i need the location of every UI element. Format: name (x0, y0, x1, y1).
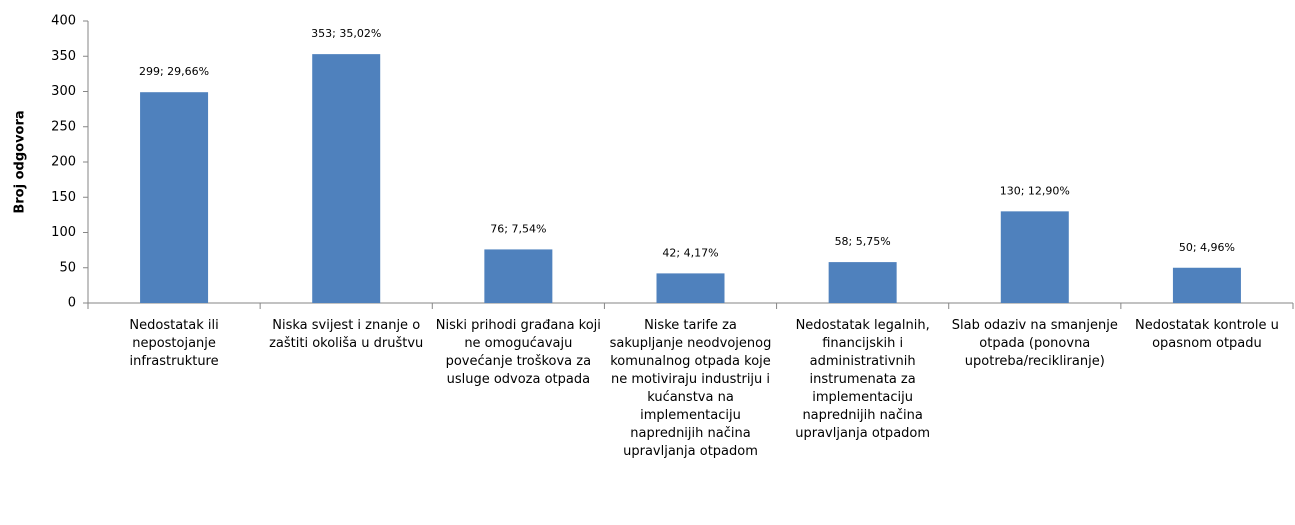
value-label: 58; 5,75% (835, 235, 891, 248)
x-tick-label: Niske tarife za sakupljanje neodvojenog … (609, 318, 772, 459)
x-tick-label: Nedostatak legalnih, financijskih i admi… (795, 318, 931, 441)
y-tick-label: 350 (51, 49, 76, 64)
y-tick-label: 100 (51, 225, 76, 240)
bar (140, 92, 209, 303)
y-tick-label: 50 (59, 260, 76, 275)
value-label: 299; 29,66% (139, 65, 209, 78)
x-tick-label: Niski prihodi građana koji ne omogućavaj… (435, 318, 601, 387)
y-axis-label: Broj odgovora (13, 110, 28, 213)
value-label: 130; 12,90% (1000, 184, 1070, 197)
bar (312, 54, 381, 304)
bar (484, 249, 553, 303)
y-tick-label: 300 (51, 84, 76, 99)
y-tick-label: 150 (51, 190, 76, 205)
bar (1172, 267, 1241, 303)
value-label: 353; 35,02% (311, 27, 381, 40)
x-tick-label: Nedostatak kontrole u opasnom otpadu (1135, 318, 1279, 351)
y-tick-label: 0 (68, 296, 76, 311)
x-tick-label: Slab odaziv na smanjenje otpada (ponovna… (951, 318, 1118, 369)
bar (656, 273, 725, 303)
value-label: 42; 4,17% (662, 246, 718, 259)
bar (828, 262, 897, 303)
y-tick-label: 400 (51, 14, 76, 29)
x-tick-label: Niska svijest i znanje o zaštiti okoliša… (269, 318, 424, 351)
y-tick-label: 200 (51, 155, 76, 170)
value-label: 76; 7,54% (490, 222, 546, 235)
x-tick-label: Nedostatak ili nepostojanje infrastruktu… (129, 318, 219, 369)
y-tick-label: 250 (51, 119, 76, 134)
bar (1000, 211, 1069, 303)
value-label: 50; 4,96% (1179, 241, 1235, 254)
